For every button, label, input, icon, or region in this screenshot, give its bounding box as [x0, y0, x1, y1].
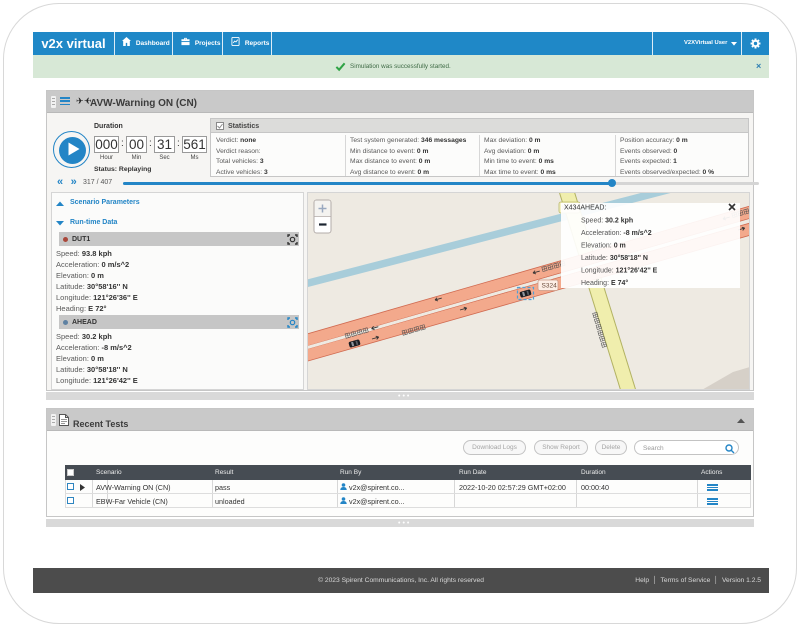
svg-text:X434AHEAD:: X434AHEAD: — [564, 205, 606, 212]
svg-text:Elevation: 0 m: Elevation: 0 m — [581, 243, 626, 250]
svg-text:Acceleration: -8 m/s^2: Acceleration: -8 m/s^2 — [581, 229, 652, 237]
svg-text:Speed: 30.2 kph: Speed: 30.2 kph — [581, 218, 633, 225]
svg-text:Heading: E 74°: Heading: E 74° — [581, 279, 628, 287]
svg-text:Latitude: 30°58'18'' N: Latitude: 30°58'18'' N — [581, 254, 648, 262]
svg-text:Longitude: 121°26'42'' E: Longitude: 121°26'42'' E — [581, 267, 658, 275]
svg-text:S324: S324 — [542, 283, 558, 290]
